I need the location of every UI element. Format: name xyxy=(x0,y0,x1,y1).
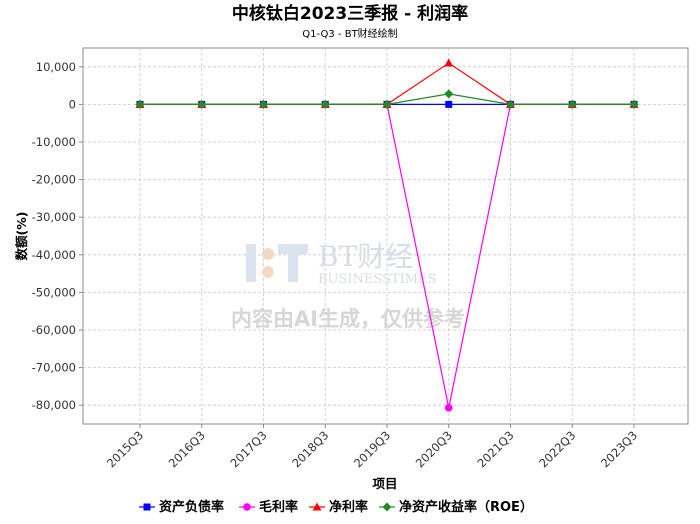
y-tick-label: -20,000 xyxy=(32,173,76,187)
x-tick-label: 2016Q3 xyxy=(166,428,208,470)
data-point xyxy=(444,89,454,99)
legend-item-2: 净利率 xyxy=(309,499,368,515)
watermark-notice: 内容由AI生成，仅供参考 xyxy=(231,307,465,331)
legend-marker xyxy=(312,502,322,511)
data-point xyxy=(567,99,577,109)
legend-marker xyxy=(243,503,251,511)
legend-label: 净资产收益率（ROE） xyxy=(399,499,533,515)
chart-title: 中核钛白2023三季报 - 利润率 xyxy=(232,3,468,24)
data-point xyxy=(382,99,392,109)
y-tick-label: -80,000 xyxy=(32,398,76,412)
y-tick-label: -50,000 xyxy=(32,285,76,299)
y-axis-ticks: 10,000 0 -10,000 -20,000 -30,000 -40,000 -50,0… xyxy=(32,60,83,412)
chart-subtitle: Q1-Q3 - BT财经绘制 xyxy=(302,27,397,40)
data-point xyxy=(445,100,453,108)
data-point xyxy=(444,58,454,67)
x-tick-label: 2021Q3 xyxy=(474,428,516,470)
legend-item-1: 毛利率 xyxy=(239,499,298,515)
y-tick-label: -30,000 xyxy=(32,210,76,224)
x-tick-label: 2018Q3 xyxy=(289,428,331,470)
plot-area xyxy=(82,47,689,425)
y-tick-label: -40,000 xyxy=(32,248,76,262)
y-tick-label: 0 xyxy=(69,97,76,111)
y-tick-label: -70,000 xyxy=(32,361,76,375)
x-tick-label: 2015Q3 xyxy=(104,428,146,470)
legend: 资产负债率 毛利率 净利率 净资产收益率（ROE） xyxy=(139,499,533,515)
legend-label: 净利率 xyxy=(329,499,368,515)
series-layer xyxy=(135,58,639,412)
y-axis-title: 数额(%) xyxy=(14,212,29,262)
x-axis-title: 项目 xyxy=(372,476,397,491)
legend-marker xyxy=(382,502,392,512)
x-tick-label: 2023Q3 xyxy=(598,428,640,470)
x-axis-ticks: 2015Q3 2016Q3 2017Q3 2018Q3 2019Q3 2020Q3 2021… xyxy=(104,424,640,470)
x-tick-label: 2020Q3 xyxy=(413,428,455,470)
data-point xyxy=(506,99,515,109)
data-point xyxy=(197,99,207,109)
watermark-logo xyxy=(246,244,308,282)
series-3 xyxy=(135,89,639,109)
watermark-brand: BT财经 xyxy=(318,240,413,273)
legend-item-3: 净资产收益率（ROE） xyxy=(379,499,533,515)
y-tick-label: -10,000 xyxy=(32,135,76,149)
legend-marker xyxy=(143,503,151,511)
x-tick-label: 2022Q3 xyxy=(536,428,578,470)
data-point xyxy=(629,99,639,109)
legend-label: 资产负债率 xyxy=(159,499,224,515)
y-tick-label: -60,000 xyxy=(32,323,76,337)
x-tick-label: 2017Q3 xyxy=(227,428,269,470)
data-point xyxy=(444,404,453,412)
legend-label: 毛利率 xyxy=(259,499,298,515)
x-tick-label: 2019Q3 xyxy=(351,428,393,470)
legend-item-0: 资产负债率 xyxy=(139,499,224,515)
data-point xyxy=(259,99,268,109)
watermark-brand-en: BUSINESSTIMES xyxy=(318,272,437,287)
watermark: BT财经 BUSINESSTIMES 内容由AI生成，仅供参考 xyxy=(231,240,465,331)
y-tick-label: 10,000 xyxy=(36,60,76,74)
data-point xyxy=(320,99,330,109)
data-point xyxy=(135,99,145,109)
